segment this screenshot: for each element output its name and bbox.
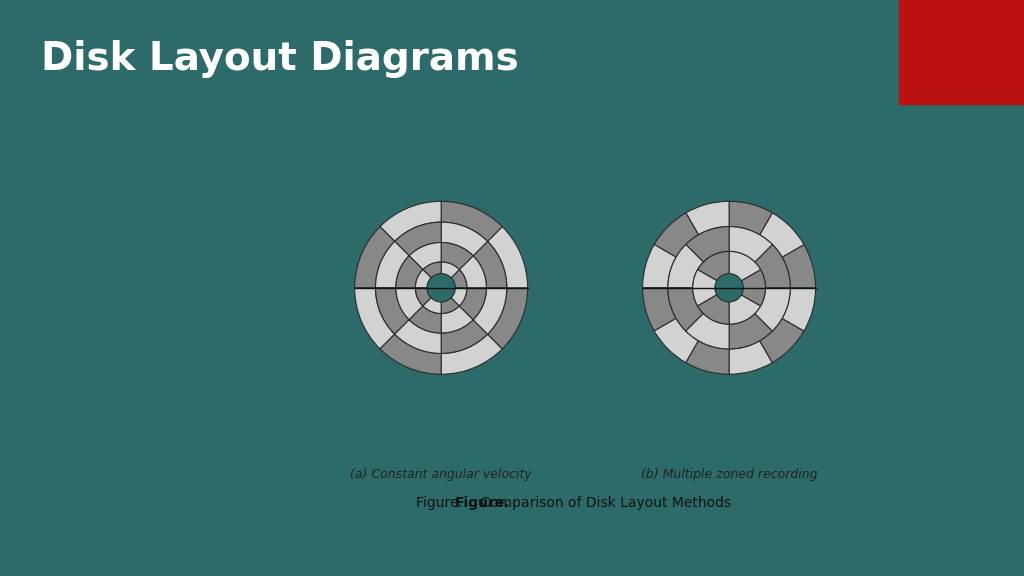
Wedge shape <box>654 213 698 257</box>
Wedge shape <box>643 245 676 288</box>
Text: Figure.    Comparison of Disk Layout Methods: Figure. Comparison of Disk Layout Method… <box>416 496 731 510</box>
Wedge shape <box>396 288 423 320</box>
Wedge shape <box>729 295 761 324</box>
Wedge shape <box>686 226 729 262</box>
Wedge shape <box>668 244 703 288</box>
Wedge shape <box>760 213 804 257</box>
Wedge shape <box>423 262 441 278</box>
Wedge shape <box>760 319 804 363</box>
Wedge shape <box>380 201 441 241</box>
Wedge shape <box>755 288 791 331</box>
Wedge shape <box>380 334 441 374</box>
Wedge shape <box>452 288 467 306</box>
Wedge shape <box>729 313 772 349</box>
Wedge shape <box>441 298 460 313</box>
Wedge shape <box>487 288 527 349</box>
Wedge shape <box>441 201 503 241</box>
Wedge shape <box>441 262 460 278</box>
Wedge shape <box>729 201 772 235</box>
Wedge shape <box>460 256 486 288</box>
Wedge shape <box>441 334 503 374</box>
Wedge shape <box>416 288 431 306</box>
Wedge shape <box>487 226 527 288</box>
Wedge shape <box>396 256 423 288</box>
Wedge shape <box>441 320 487 354</box>
Wedge shape <box>354 226 394 288</box>
Wedge shape <box>686 313 729 349</box>
Wedge shape <box>354 288 394 349</box>
Wedge shape <box>473 241 507 288</box>
Wedge shape <box>697 251 729 281</box>
Wedge shape <box>729 226 772 262</box>
Wedge shape <box>394 320 441 354</box>
Wedge shape <box>654 319 698 363</box>
Wedge shape <box>376 241 410 288</box>
Wedge shape <box>782 245 815 288</box>
Wedge shape <box>416 270 431 288</box>
Wedge shape <box>410 306 441 333</box>
Wedge shape <box>729 251 761 281</box>
Wedge shape <box>423 298 441 313</box>
Wedge shape <box>441 306 473 333</box>
Text: (b) Multiple zoned recording: (b) Multiple zoned recording <box>641 468 817 480</box>
Wedge shape <box>394 222 441 256</box>
Wedge shape <box>686 341 729 374</box>
Text: Disk Layout Diagrams: Disk Layout Diagrams <box>41 40 519 78</box>
Wedge shape <box>473 288 507 334</box>
Wedge shape <box>376 288 410 334</box>
Wedge shape <box>410 242 441 270</box>
Wedge shape <box>692 270 717 306</box>
Wedge shape <box>729 341 772 374</box>
Wedge shape <box>686 201 729 235</box>
Wedge shape <box>452 270 467 288</box>
Wedge shape <box>460 288 486 320</box>
Wedge shape <box>441 222 487 256</box>
Wedge shape <box>668 288 703 331</box>
Wedge shape <box>441 242 473 270</box>
Text: Figure.: Figure. <box>455 496 510 510</box>
Wedge shape <box>697 295 729 324</box>
Wedge shape <box>782 288 815 331</box>
Text: (a) Constant angular velocity: (a) Constant angular velocity <box>350 468 532 480</box>
Wedge shape <box>643 288 676 331</box>
Wedge shape <box>755 244 791 288</box>
Wedge shape <box>741 270 766 306</box>
